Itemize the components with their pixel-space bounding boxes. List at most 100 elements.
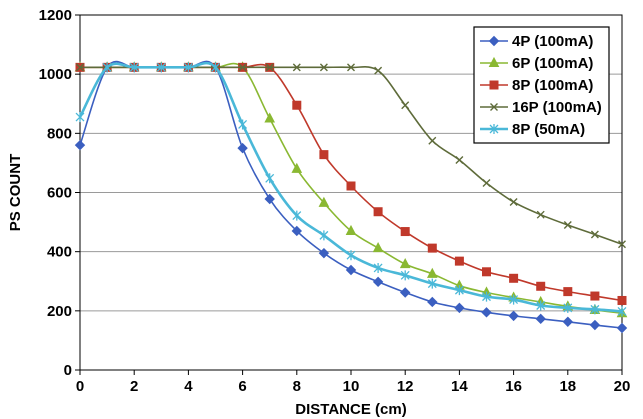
x-tick-label: 12 [397, 378, 414, 395]
data-point [292, 210, 302, 221]
x-tick-label: 6 [238, 378, 246, 395]
data-point [454, 285, 464, 296]
data-point [374, 66, 383, 75]
data-point [400, 270, 410, 281]
data-point [264, 112, 276, 123]
data-point [238, 63, 247, 72]
x-tick-label: 4 [184, 378, 193, 395]
y-tick-label: 200 [47, 303, 72, 320]
legend-item: 4P (100mA) [480, 33, 593, 50]
data-point [509, 197, 518, 206]
data-point [292, 100, 302, 110]
data-point [76, 63, 84, 72]
legend-marker [489, 124, 499, 134]
data-point [617, 295, 627, 305]
data-point [616, 322, 628, 334]
data-point [535, 313, 546, 325]
data-point [427, 278, 437, 289]
legend-marker [488, 35, 500, 47]
data-point [347, 63, 355, 72]
legend-marker [490, 103, 498, 111]
data-point [102, 62, 112, 73]
y-tick-label: 0 [64, 362, 72, 379]
data-point [399, 258, 411, 269]
x-tick-label: 14 [451, 378, 468, 395]
data-point [75, 112, 85, 123]
data-point [291, 225, 303, 237]
y-tick-label: 1000 [39, 66, 72, 83]
data-point [318, 196, 330, 207]
data-point [589, 319, 601, 331]
data-point [319, 63, 328, 72]
legend-label: 8P (50mA) [512, 121, 585, 138]
legend-label: 8P (100mA) [512, 77, 593, 94]
x-axis-ticks: 0 2 4 6 8 10 12 14 16 18 20 [76, 370, 631, 395]
x-tick-label: 2 [130, 378, 138, 395]
data-point [156, 62, 166, 73]
data-point [237, 142, 248, 154]
data-point [373, 207, 383, 217]
data-point [265, 173, 275, 184]
y-tick-label: 1200 [39, 7, 72, 24]
legend-label: 4P (100mA) [512, 33, 593, 50]
x-tick-label: 0 [76, 378, 84, 395]
legend-marker [489, 80, 499, 90]
data-point [401, 101, 410, 110]
data-point [455, 155, 464, 164]
legend-item: 16P (100mA) [480, 99, 602, 116]
data-point [346, 181, 356, 191]
series-8p-50ma [75, 61, 627, 317]
data-point [536, 210, 545, 219]
data-point [372, 242, 384, 253]
data-point [345, 224, 357, 235]
data-point [399, 287, 411, 298]
series-layer [74, 60, 628, 334]
data-point [211, 62, 220, 73]
data-point [590, 304, 600, 315]
data-point [563, 221, 572, 230]
y-tick-label: 600 [47, 185, 72, 202]
legend-item: 8P (100mA) [480, 77, 593, 94]
x-tick-label: 10 [343, 378, 360, 395]
data-point [428, 136, 437, 145]
data-point [426, 267, 438, 278]
x-tick-label: 8 [293, 378, 301, 395]
data-point [508, 310, 519, 322]
data-point [427, 296, 438, 308]
data-point [292, 63, 301, 72]
data-point [264, 193, 275, 205]
x-tick-label: 16 [505, 378, 522, 395]
data-point [319, 230, 329, 241]
x-tick-label: 20 [614, 378, 631, 395]
data-point [319, 150, 329, 160]
data-point [454, 302, 465, 314]
data-point [129, 62, 139, 73]
y-tick-label: 800 [47, 125, 72, 142]
legend-label: 16P (100mA) [512, 99, 602, 116]
data-point [400, 227, 410, 237]
data-point [482, 291, 491, 302]
data-point [373, 262, 383, 273]
data-point [481, 307, 492, 318]
legend-item: 6P (100mA) [480, 55, 593, 72]
data-point [482, 267, 491, 277]
data-point [618, 240, 626, 249]
x-tick-label: 18 [559, 378, 576, 395]
legend-item: 8P (50mA) [480, 121, 585, 138]
data-point [291, 162, 303, 173]
data-point [590, 230, 599, 239]
data-point [590, 291, 600, 301]
data-point [318, 247, 330, 259]
y-axis-ticks: 0 200 400 600 800 1000 1200 [39, 7, 80, 379]
data-point [563, 302, 573, 313]
data-point [482, 179, 491, 188]
data-point [563, 287, 573, 297]
data-point [238, 119, 248, 130]
legend-label: 6P (100mA) [512, 55, 593, 72]
data-point [536, 300, 546, 311]
legend: 4P (100mA) 6P (100mA) 8P (100mA) 16P (100mA… [473, 26, 610, 144]
y-tick-label: 400 [47, 244, 72, 261]
data-point [427, 243, 437, 253]
data-point [454, 256, 464, 266]
